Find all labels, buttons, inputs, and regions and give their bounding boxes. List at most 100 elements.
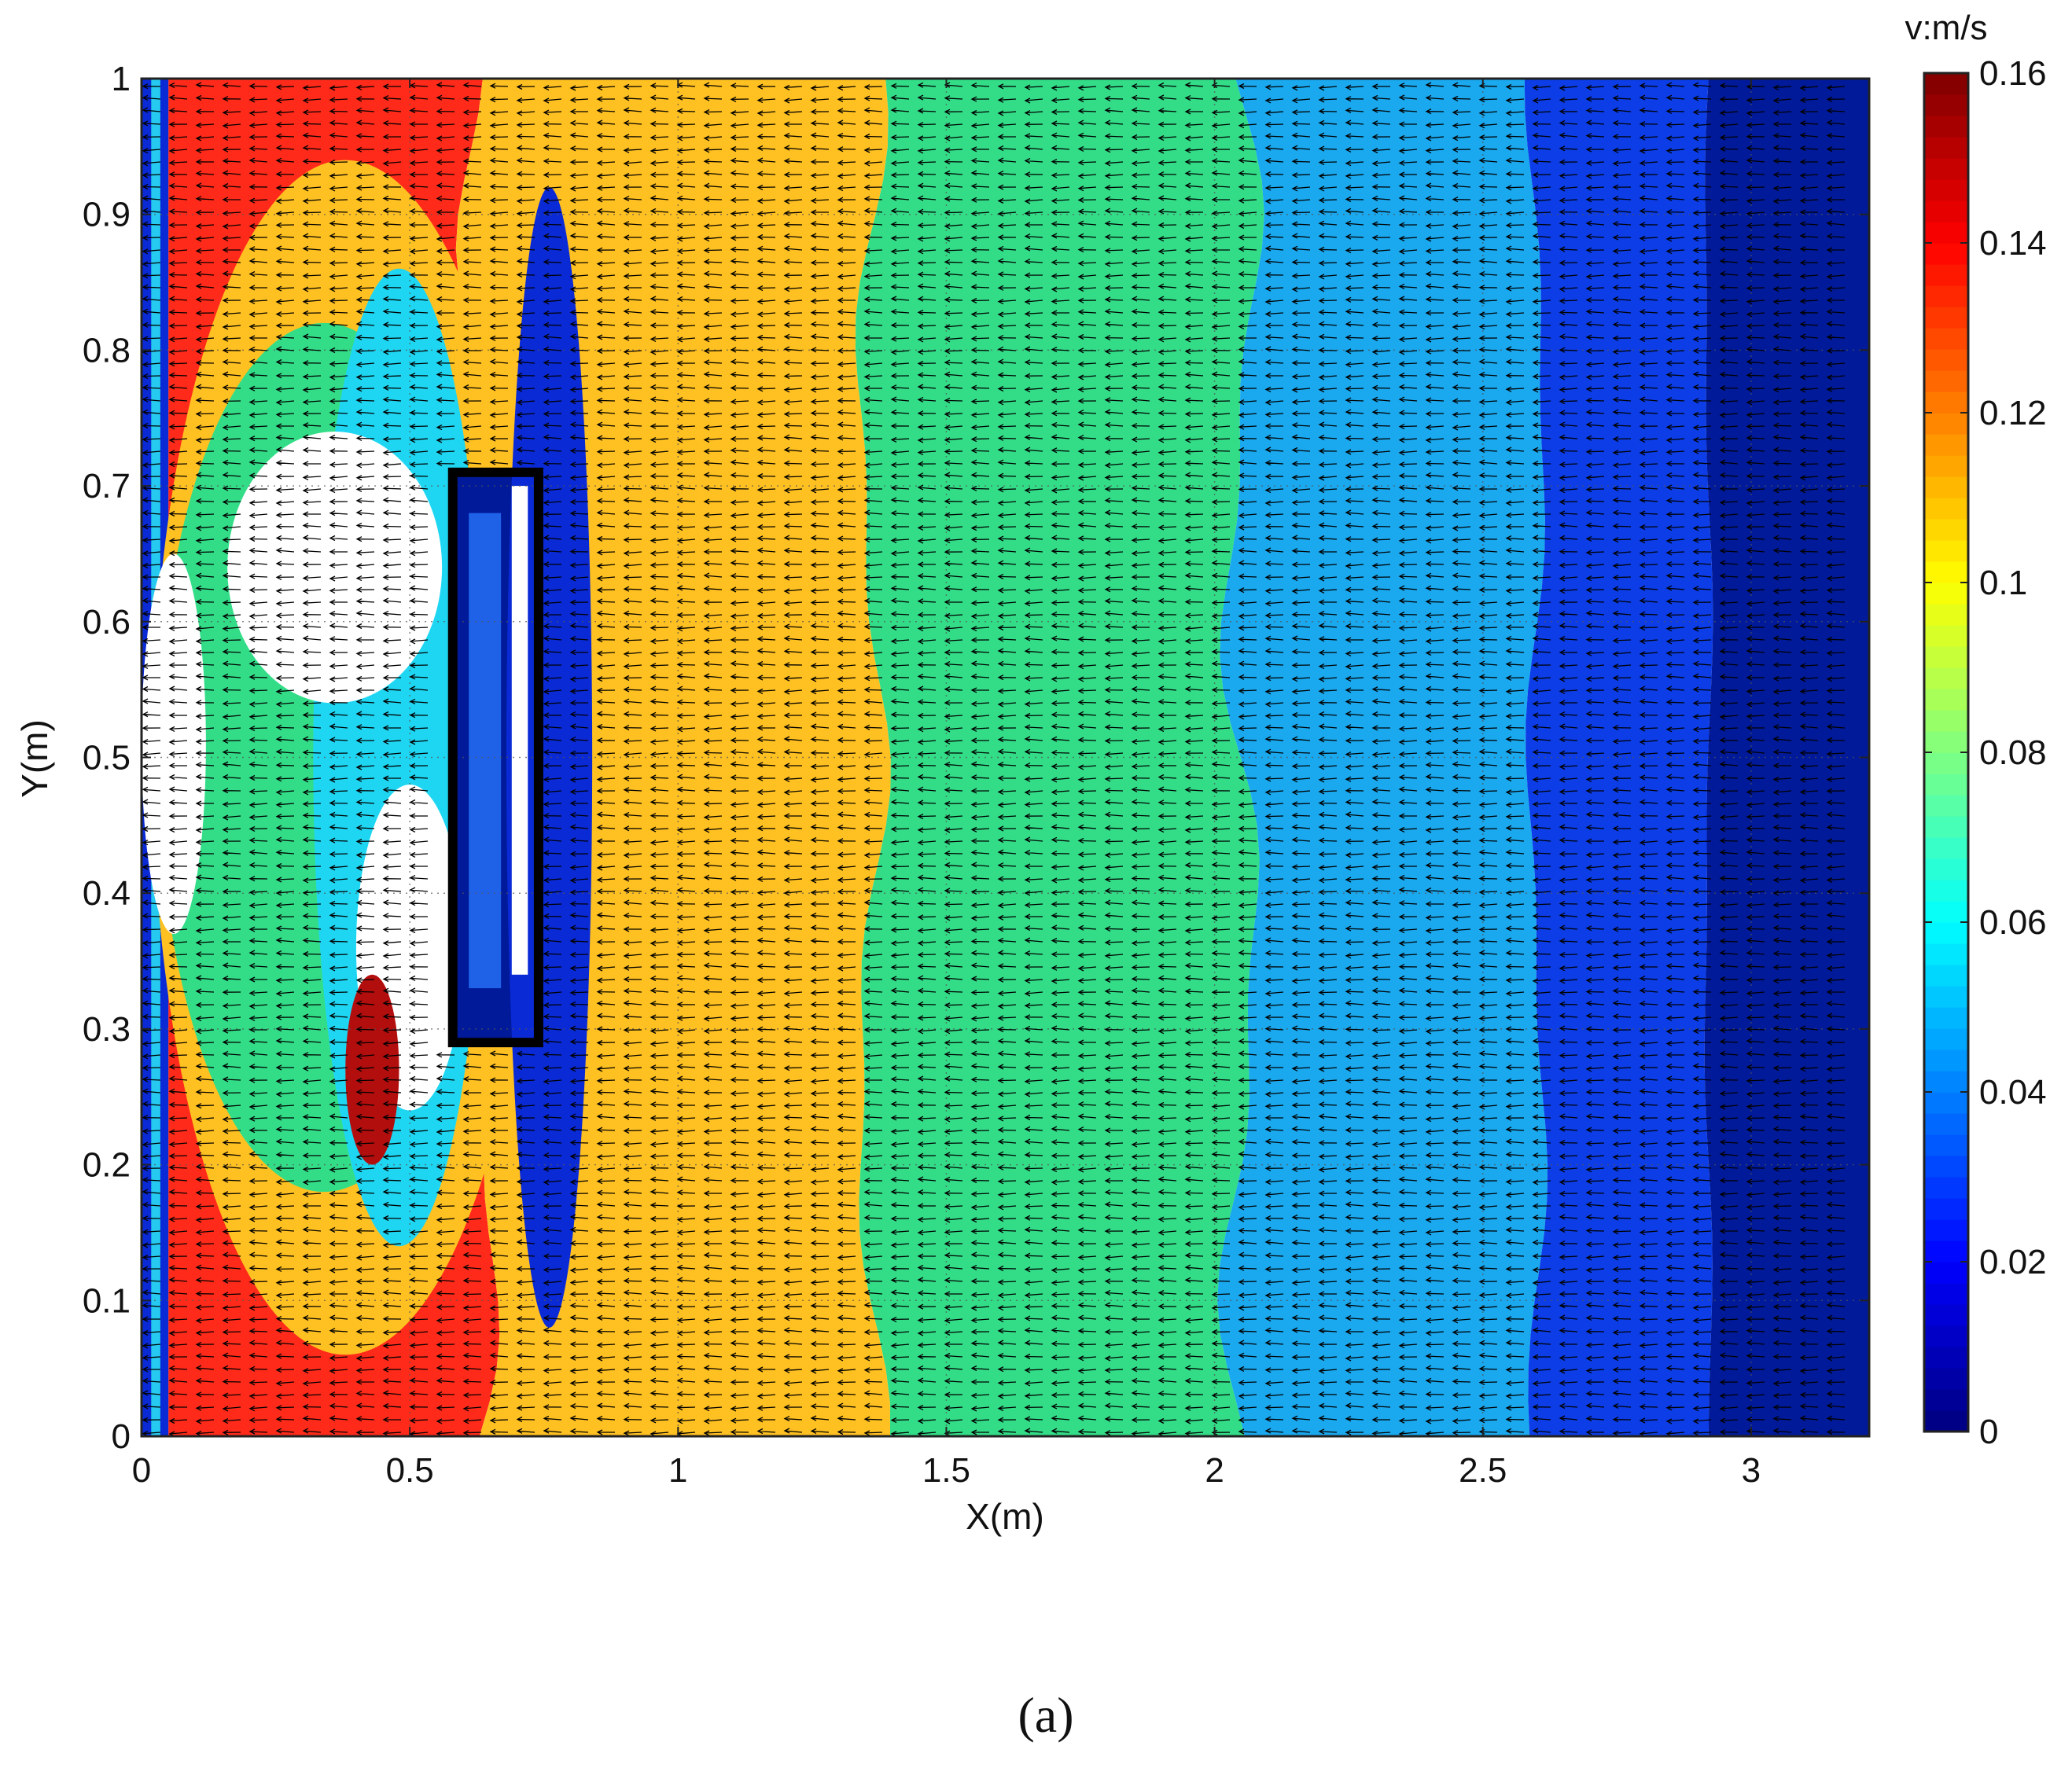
colorbar-tick-label: 0 (1979, 1413, 1998, 1451)
colorbar-tick-label: 0.14 (1979, 224, 2047, 263)
colorbar-tick-label: 0.16 (1979, 54, 2047, 93)
colorbar-cell (1924, 1389, 1968, 1411)
colorbar-cell (1924, 1198, 1968, 1220)
colorbar-cell (1924, 901, 1968, 923)
colorbar-tick-label: 0.1 (1979, 564, 2027, 602)
colorbar-cell (1924, 370, 1968, 392)
colorbar-cell (1924, 498, 1968, 520)
colorbar-cell (1924, 667, 1968, 689)
colorbar-cell (1924, 1325, 1968, 1347)
y-tick-label: 0.1 (83, 1281, 131, 1320)
x-tick-label: 1.5 (922, 1451, 970, 1490)
colorbar-cell (1924, 434, 1968, 456)
velocity-band-3 (1217, 79, 1548, 1436)
colorbar-tick-label: 0.12 (1979, 394, 2047, 432)
colorbar-tick-label: 0.04 (1979, 1073, 2047, 1112)
colorbar-cell (1924, 519, 1968, 541)
colorbar-cell (1924, 1071, 1968, 1093)
colorbar-cell (1924, 1241, 1968, 1263)
colorbar-cell (1924, 307, 1968, 329)
colorbar-cell (1924, 137, 1968, 159)
y-tick-label: 0.8 (83, 331, 131, 369)
colorbar-cell (1924, 179, 1968, 201)
y-tick-label: 0.2 (83, 1146, 131, 1185)
y-tick-label: 0.4 (83, 874, 131, 913)
colorbar-cell (1924, 752, 1968, 774)
x-tick-label: 0.5 (386, 1451, 434, 1490)
x-axis-ticks: 0 0.5 1 1.5 2 2.5 3 (132, 79, 1761, 1490)
colorbar-cell (1924, 710, 1968, 732)
x-tick-label: 2 (1205, 1451, 1224, 1490)
colorbar-cell (1924, 774, 1968, 796)
plot-area (142, 79, 1869, 1436)
colorbar-cell (1924, 116, 1968, 138)
colorbar-tick-label: 0.06 (1979, 903, 2047, 942)
colorbar-cell (1924, 646, 1968, 668)
colorbar-cell (1924, 1262, 1968, 1284)
y-tick-label: 1 (112, 60, 131, 98)
colorbar-cell (1924, 1092, 1968, 1114)
colorbar-cell (1924, 943, 1968, 965)
colorbar-cell (1924, 243, 1968, 265)
x-tick-label: 0 (132, 1451, 151, 1490)
colorbar-cell (1924, 858, 1968, 880)
y-tick-label: 0 (112, 1417, 131, 1456)
colorbar-cell (1924, 561, 1968, 583)
colorbar-cell (1924, 795, 1968, 817)
wake-dark-red (345, 974, 399, 1165)
colorbar-cell (1924, 625, 1968, 647)
velocity-band-2 (855, 79, 1264, 1436)
quiver-arrows (142, 82, 1846, 1436)
colorbar-cell (1924, 1134, 1968, 1156)
colorbar-cell (1924, 731, 1968, 753)
obstacle-outline (447, 467, 543, 1048)
obstacle-streak (511, 486, 528, 975)
colorbar-cell (1924, 413, 1968, 435)
colorbar-cell (1924, 837, 1968, 859)
colorbar-cell (1924, 689, 1968, 711)
velocity-band-4 (1524, 79, 1713, 1436)
wake-region (142, 79, 593, 1436)
colorbar-cell (1924, 540, 1968, 562)
colorbar-cell (1924, 455, 1968, 477)
colorbar-cell (1924, 1347, 1968, 1369)
colorbar-cell (1924, 880, 1968, 902)
colorbar-cell (1924, 1049, 1968, 1071)
velocity-vectors (142, 82, 1846, 1436)
colorbar-cell (1924, 285, 1968, 307)
x-tick-label: 3 (1742, 1451, 1761, 1490)
colorbar-cell (1924, 1113, 1968, 1135)
colorbar-cell (1924, 1410, 1968, 1432)
x-tick-label: 1 (668, 1451, 687, 1490)
colorbar-tick-label: 0.02 (1979, 1243, 2047, 1281)
colorbar-title: v:m/s (1905, 9, 1987, 47)
velocity-band-5 (1704, 79, 1869, 1436)
obstacle-inner (469, 513, 502, 989)
colorbar: 0 0.02 0.04 0.06 0.08 0.1 0.12 0.14 0.16 v:m/s (1905, 9, 2046, 1451)
colorbar-cell (1924, 1219, 1968, 1241)
x-tick-label: 2.5 (1459, 1451, 1507, 1490)
colorbar-tick-label: 0.08 (1979, 733, 2047, 772)
y-axis-label: Y(m) (14, 719, 55, 798)
colorbar-cell (1924, 1007, 1968, 1029)
y-tick-label: 0.5 (83, 739, 131, 777)
colorbar-cell (1924, 222, 1968, 244)
colorbar-cell (1924, 986, 1968, 1008)
colorbar-cell (1924, 583, 1968, 605)
y-tick-label: 0.7 (83, 467, 131, 505)
colorbar-cell (1924, 604, 1968, 626)
colorbar-cell (1924, 922, 1968, 944)
colorbar-cell (1924, 1304, 1968, 1326)
colorbar-cell (1924, 476, 1968, 498)
colorbar-cell (1924, 1177, 1968, 1199)
y-axis-ticks: 0 0.1 0.2 0.3 0.4 0.5 0.6 0.7 0.8 0.9 1 (83, 60, 1869, 1456)
colorbar-cell (1924, 349, 1968, 371)
colorbar-cell (1924, 158, 1968, 180)
colorbar-cell (1924, 1028, 1968, 1050)
colorbar-cell (1924, 200, 1968, 222)
colorbar-cell (1924, 1283, 1968, 1305)
colorbar-cell (1924, 94, 1968, 116)
colorbar-cell (1924, 328, 1968, 350)
colorbar-cell (1924, 73, 1968, 95)
